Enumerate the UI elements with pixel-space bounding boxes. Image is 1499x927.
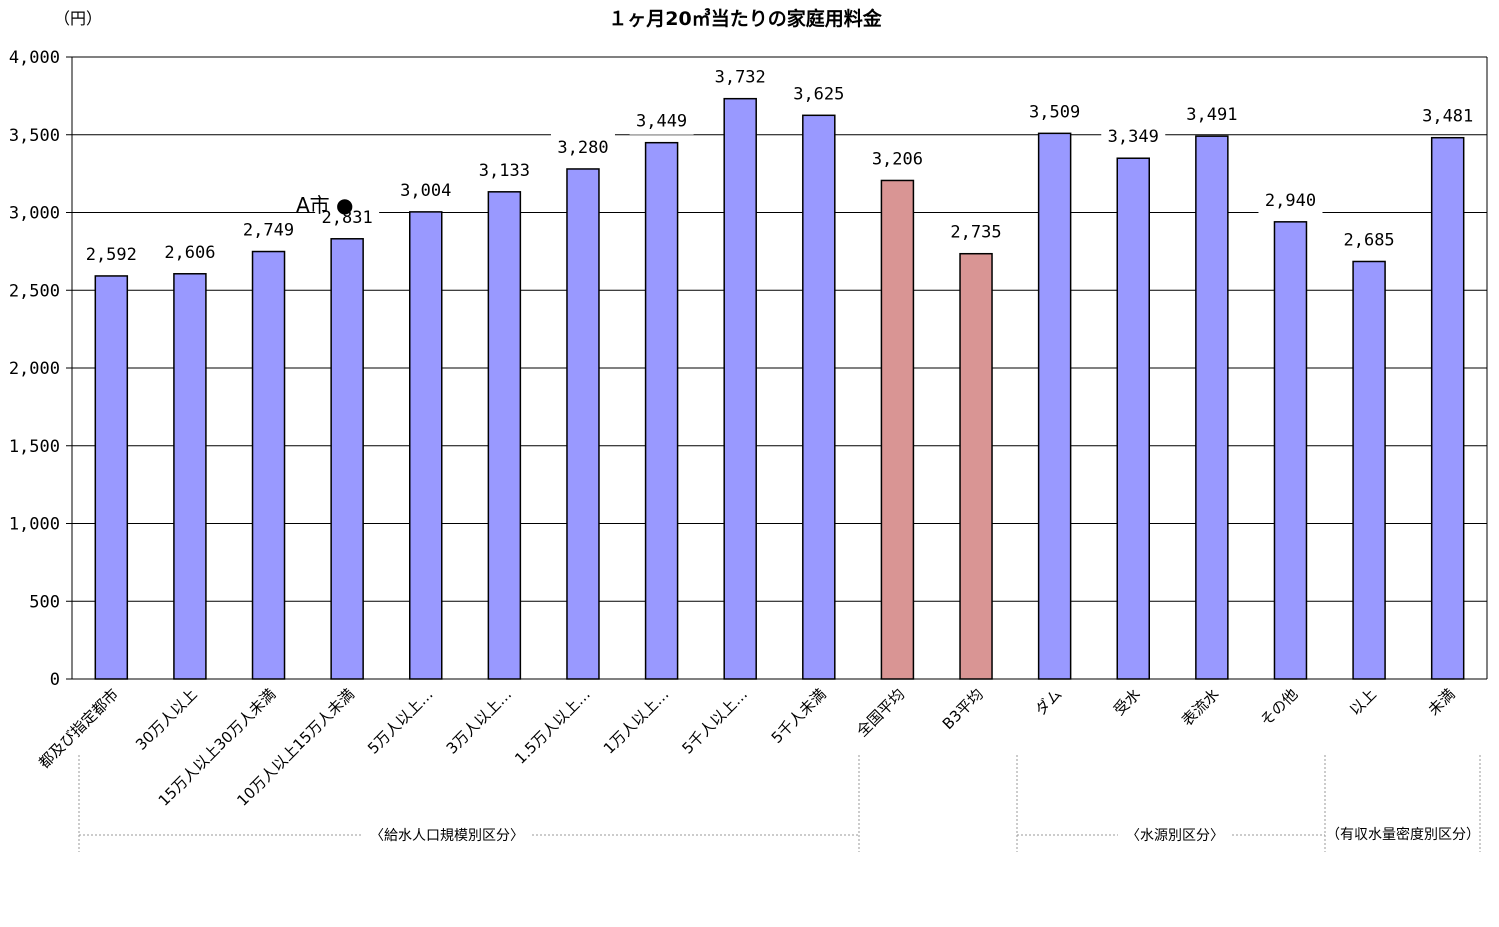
value-label: 3,004 xyxy=(400,181,451,201)
value-label-background xyxy=(157,237,222,266)
value-label: 3,206 xyxy=(872,149,923,169)
bar xyxy=(723,97,757,680)
bars xyxy=(94,97,1465,680)
bar xyxy=(1430,136,1465,680)
value-label-background xyxy=(315,202,380,231)
gridlines xyxy=(71,56,1488,680)
group-label-population: 〈給水人口規模別区分〉 xyxy=(370,828,524,844)
value-label: 2,735 xyxy=(950,223,1001,243)
bar xyxy=(173,273,207,680)
x-tick-label: 5千人以上… xyxy=(679,685,752,758)
chart-title: １ヶ月20㎥当たりの家庭用料金 xyxy=(608,7,882,30)
value-label: 3,449 xyxy=(636,112,687,132)
y-tick-label: 1,500 xyxy=(9,437,60,457)
y-tick-label: 3,500 xyxy=(9,126,60,146)
x-tick-label: 1万人以上… xyxy=(600,685,673,758)
value-label-background xyxy=(472,155,537,184)
value-label: 2,831 xyxy=(322,208,373,228)
value-label: 2,749 xyxy=(243,221,294,241)
x-tick-label: ダム xyxy=(1032,685,1066,719)
x-tick-label: 3万人以上… xyxy=(443,685,516,758)
x-tick-label: 以上 xyxy=(1346,685,1380,719)
x-tick-label: 表流水 xyxy=(1178,685,1223,730)
value-label-background xyxy=(1022,97,1087,126)
value-label-background xyxy=(786,79,851,108)
value-label-background xyxy=(944,217,1009,246)
value-label-background xyxy=(550,132,615,161)
value-label: 3,732 xyxy=(715,68,766,88)
value-label: 3,625 xyxy=(793,84,844,104)
value-label-background xyxy=(1179,100,1244,129)
group-label-density: （有収水量密度別区分） xyxy=(1326,826,1480,843)
value-label-background xyxy=(1258,185,1323,214)
y-tick-label: 1,000 xyxy=(9,515,60,535)
bar xyxy=(1273,221,1308,680)
y-tick-label: 4,000 xyxy=(9,48,60,68)
y-axis-unit: （円） xyxy=(54,9,102,28)
value-label-background xyxy=(236,215,301,244)
y-axis-ticks: 0 500 1,000 1,500 2,000 2,500 3,000 3,500 4,000 xyxy=(9,48,72,690)
x-tick-label: 受水 xyxy=(1110,685,1144,719)
y-tick-label: 3,000 xyxy=(9,204,60,224)
value-label: 3,133 xyxy=(479,161,530,181)
value-label-background xyxy=(393,175,458,204)
x-tick-label: 5万人以上… xyxy=(364,685,437,758)
value-label: 3,349 xyxy=(1108,127,1159,147)
x-tick-label: 1.5万人以上… xyxy=(511,685,594,768)
value-label-background xyxy=(629,106,694,135)
bar xyxy=(802,114,836,680)
bar xyxy=(94,275,129,680)
bar xyxy=(409,211,443,680)
x-tick-label: 全国平均 xyxy=(853,685,908,740)
value-label: 2,940 xyxy=(1265,191,1316,211)
value-label-background xyxy=(1337,225,1402,254)
value-label: 3,491 xyxy=(1186,105,1237,125)
bar xyxy=(1116,157,1150,680)
x-tick-label: 未満 xyxy=(1425,685,1459,719)
value-label-background xyxy=(1101,122,1166,151)
y-tick-label: 500 xyxy=(29,592,60,612)
y-tick-label: 2,000 xyxy=(9,359,60,379)
value-label-background xyxy=(865,144,930,173)
category-groups: 〈給水人口規模別区分〉 〈水源別区分〉 （有収水量密度別区分） xyxy=(78,755,1481,852)
bar xyxy=(251,250,286,680)
y-tick-label: 0 xyxy=(50,670,60,690)
bar xyxy=(1352,260,1386,680)
y-tick-label: 2,500 xyxy=(9,281,60,301)
group-label-water-source: 〈水源別区分〉 xyxy=(1126,828,1224,844)
x-tick-label: 30万人以上 xyxy=(132,685,201,754)
value-label: 3,481 xyxy=(1422,107,1473,127)
bar xyxy=(1195,135,1229,680)
value-label-background xyxy=(708,62,773,91)
bar xyxy=(487,191,522,680)
value-labels: 2,592 2,606 2,749 2,831 3,004 3,133 3,280 3,449… xyxy=(79,62,1480,268)
x-tick-label: 5千人未満 xyxy=(768,685,830,747)
value-label: 2,592 xyxy=(86,245,137,265)
bar xyxy=(566,168,600,680)
value-label: 2,606 xyxy=(164,243,215,263)
bar xyxy=(959,252,993,680)
value-label-background xyxy=(1415,101,1480,130)
value-label: 3,280 xyxy=(557,138,608,158)
value-label: 2,685 xyxy=(1343,230,1394,250)
city-a-marker: A市 ● xyxy=(296,193,354,217)
value-label: 3,509 xyxy=(1029,102,1080,122)
bar xyxy=(1037,132,1072,680)
bar xyxy=(330,238,364,680)
value-label-background xyxy=(79,239,144,268)
bar xyxy=(644,141,679,680)
bar xyxy=(880,179,915,680)
x-tick-label: B3平均 xyxy=(939,685,987,733)
x-tick-label: その他 xyxy=(1257,685,1302,730)
